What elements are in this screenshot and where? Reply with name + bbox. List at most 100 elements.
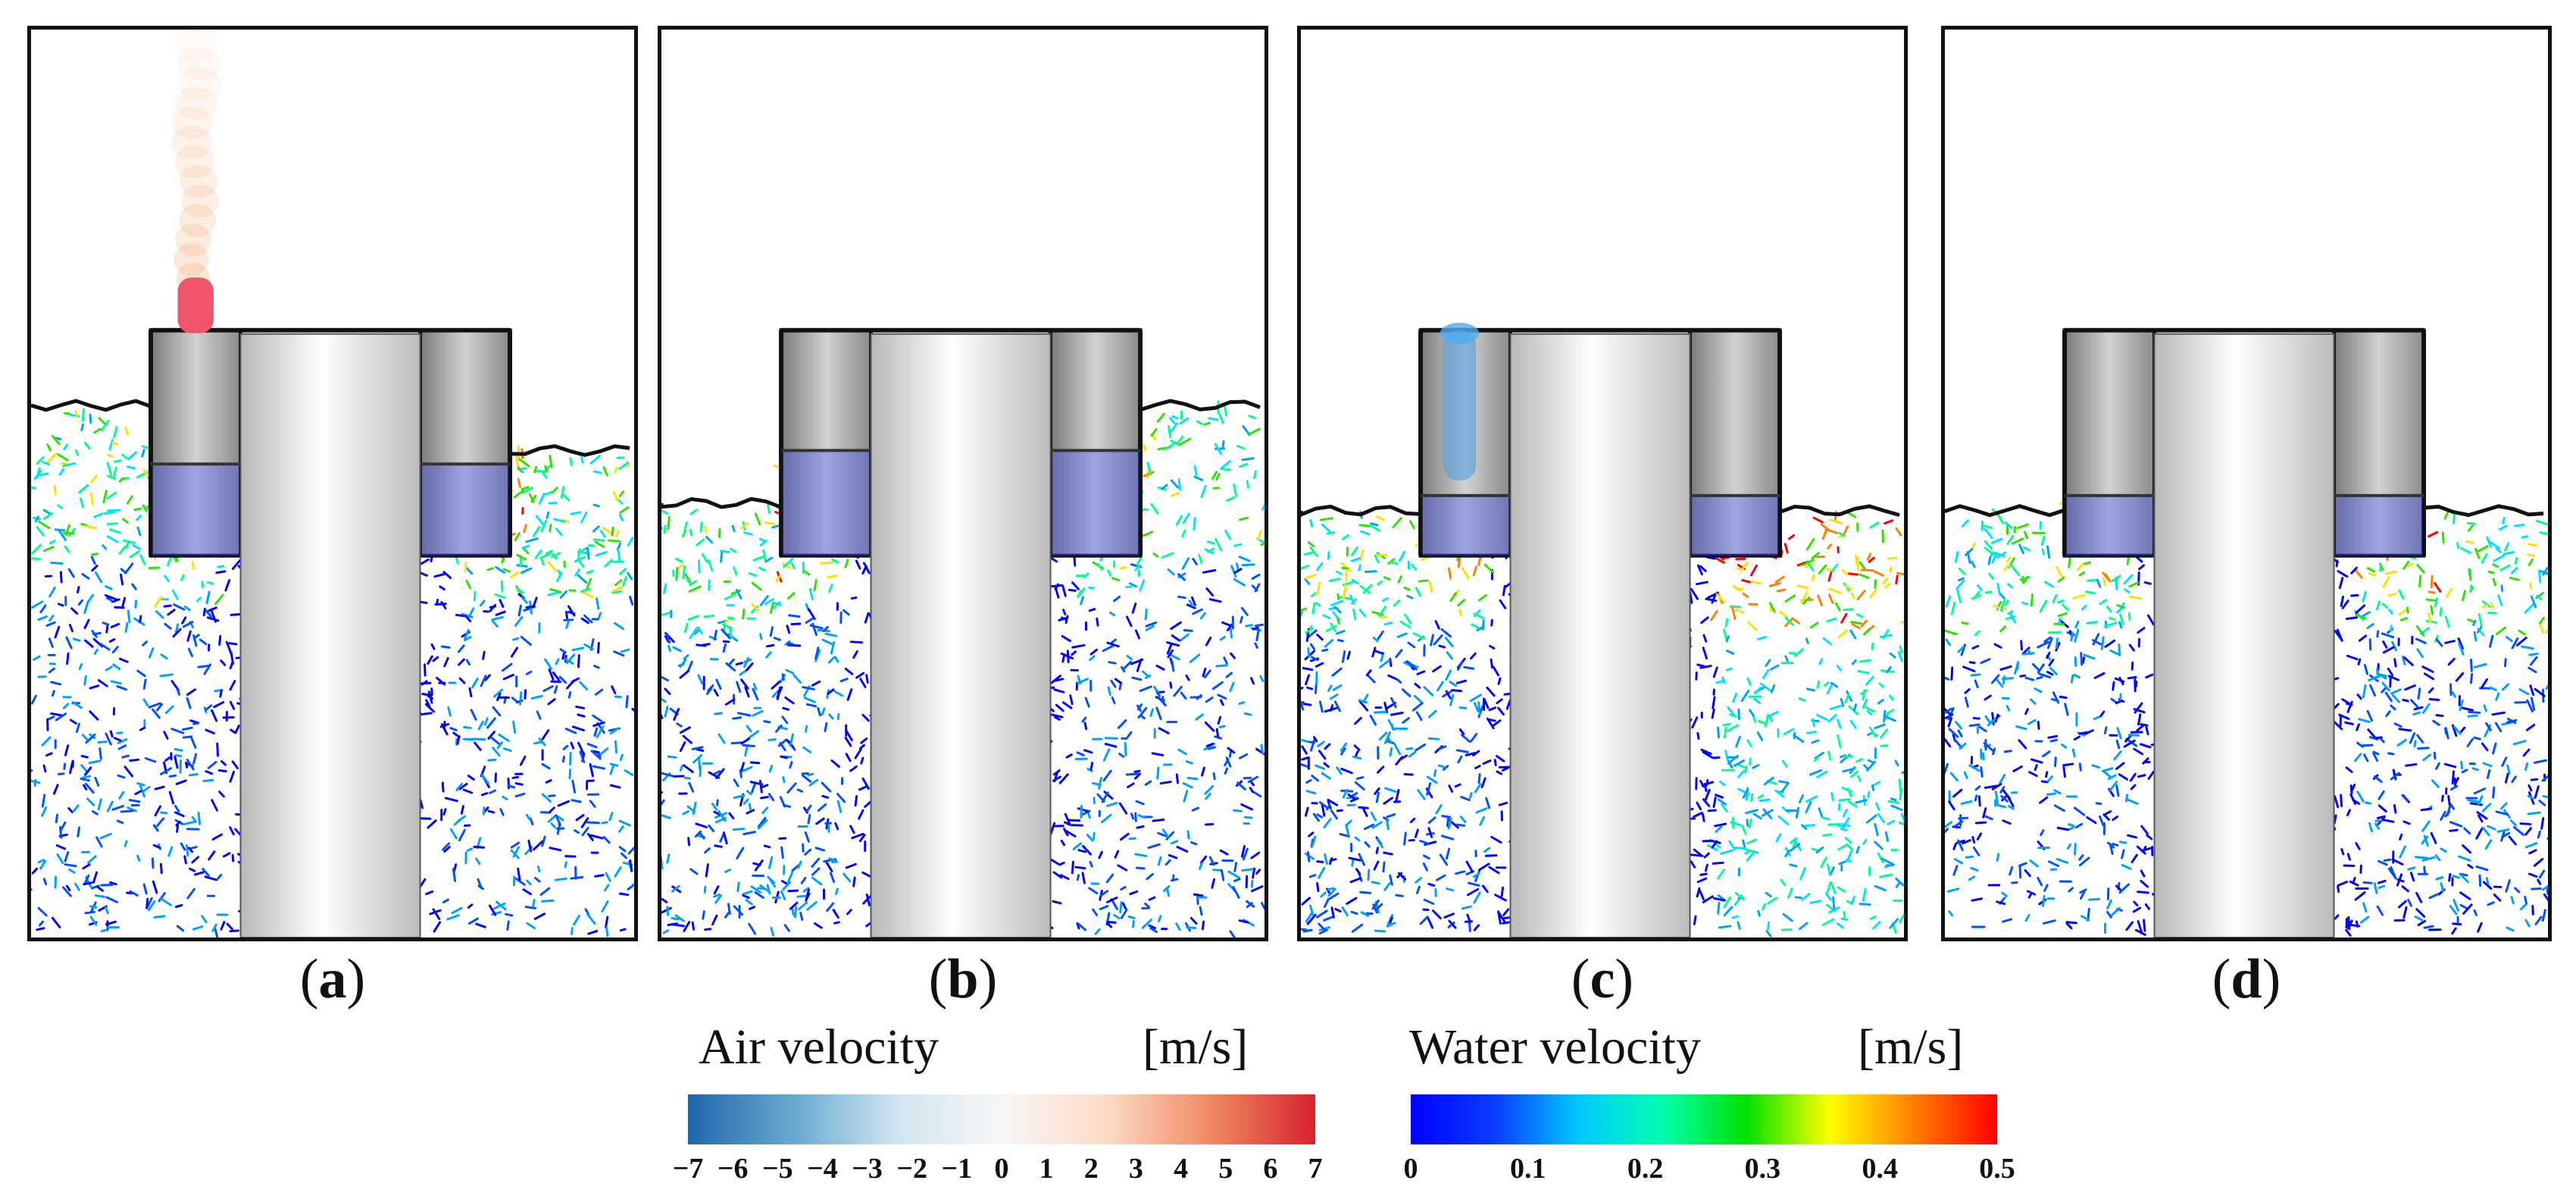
velocity-vector — [706, 687, 713, 695]
velocity-vector — [2146, 834, 2153, 841]
velocity-vector — [2078, 731, 2091, 735]
velocity-vector — [1846, 848, 1853, 862]
velocity-vector — [192, 634, 198, 647]
velocity-vector — [1389, 916, 1393, 924]
velocity-vector — [2393, 804, 2397, 814]
velocity-vector — [1846, 512, 1857, 518]
velocity-vector — [174, 747, 183, 752]
velocity-vector — [1137, 706, 1148, 719]
velocity-vector — [2056, 826, 2070, 831]
velocity-vector — [1171, 634, 1181, 642]
velocity-vector — [1340, 747, 1346, 756]
velocity-vector — [111, 805, 125, 811]
velocity-vector — [501, 662, 513, 672]
velocity-vector — [120, 573, 124, 586]
velocity-vector — [1152, 819, 1165, 822]
velocity-vector — [1434, 620, 1440, 630]
velocity-vector — [142, 883, 148, 895]
velocity-vector — [1883, 709, 1887, 723]
velocity-vector — [1983, 742, 1994, 752]
velocity-vector — [48, 637, 54, 648]
velocity-vector — [2068, 823, 2075, 828]
velocity-vector — [2062, 766, 2066, 778]
velocity-vector — [98, 417, 107, 425]
air-colorbar-title: Air velocity — [699, 1019, 939, 1075]
velocity-vector — [2029, 859, 2040, 868]
velocity-vector — [1871, 642, 1874, 650]
velocity-vector — [748, 730, 760, 739]
velocity-vector — [552, 671, 560, 681]
velocity-vector — [36, 467, 41, 479]
velocity-vector — [116, 819, 124, 825]
velocity-vector — [1427, 827, 1433, 838]
velocity-vector — [811, 857, 821, 868]
velocity-vector — [2119, 613, 2124, 626]
velocity-vector — [1126, 655, 1133, 661]
velocity-vector — [1737, 921, 1741, 930]
velocity-vector — [1127, 915, 1136, 920]
velocity-vector — [1305, 674, 1311, 686]
velocity-vector — [1874, 884, 1887, 892]
velocity-vector — [1724, 750, 1729, 762]
velocity-vector — [2058, 617, 2062, 625]
velocity-vector — [420, 680, 428, 686]
velocity-vector — [1358, 853, 1366, 866]
chamber-water-left — [1421, 495, 1509, 556]
velocity-vector — [1198, 862, 1203, 870]
velocity-vector — [2538, 569, 2548, 575]
velocity-vector — [1249, 780, 1255, 787]
velocity-vector — [1758, 719, 1768, 725]
velocity-vector — [228, 642, 238, 646]
velocity-vector — [419, 712, 433, 716]
velocity-vector — [2435, 762, 2440, 770]
velocity-vector — [176, 824, 180, 833]
velocity-vector — [192, 753, 198, 765]
velocity-vector — [1458, 609, 1463, 617]
velocity-vector — [846, 909, 852, 916]
velocity-vector — [1362, 584, 1373, 594]
velocity-vector — [1134, 564, 1142, 571]
velocity-vector — [1106, 641, 1120, 648]
velocity-vector — [1472, 872, 1480, 878]
velocity-vector — [2106, 910, 2112, 919]
velocity-vector — [105, 625, 109, 634]
velocity-vector — [1886, 665, 1892, 674]
velocity-vector — [2147, 770, 2155, 781]
velocity-vector — [172, 628, 182, 638]
velocity-vector — [2111, 574, 2121, 582]
velocity-vector — [1354, 781, 1365, 790]
velocity-vector — [1472, 565, 1477, 577]
velocity-vector — [1330, 809, 1339, 820]
velocity-vector — [1217, 693, 1227, 700]
velocity-vector — [1474, 765, 1481, 769]
velocity-vector — [1074, 866, 1086, 870]
velocity-vector — [864, 800, 872, 808]
velocity-vector — [2345, 766, 2353, 773]
velocity-vector — [672, 775, 685, 778]
velocity-vector — [152, 880, 158, 894]
velocity-vector — [1437, 764, 1446, 769]
velocity-vector — [1999, 665, 2012, 671]
velocity-vector — [1328, 578, 1341, 582]
velocity-vector — [1177, 595, 1186, 600]
velocity-vector — [188, 867, 196, 872]
velocity-vector — [860, 737, 868, 744]
velocity-vector — [624, 769, 634, 776]
velocity-vector — [2495, 546, 2502, 553]
velocity-vector — [225, 640, 233, 655]
velocity-vector — [1395, 894, 1404, 897]
velocity-vector — [1205, 792, 1211, 800]
velocity-vector — [682, 734, 692, 744]
velocity-vector — [2011, 881, 2018, 884]
velocity-vector — [2497, 594, 2503, 606]
velocity-vector — [2492, 742, 2497, 755]
velocity-vector — [1823, 681, 1830, 687]
velocity-vector — [139, 726, 146, 731]
velocity-vector — [1460, 796, 1471, 802]
velocity-vector — [861, 565, 868, 575]
velocity-vector — [1375, 791, 1380, 803]
water-colorbar-title: Water velocity — [1409, 1019, 1702, 1075]
velocity-vector — [1794, 648, 1804, 657]
velocity-vector — [2020, 640, 2023, 651]
velocity-vector — [1135, 866, 1146, 870]
